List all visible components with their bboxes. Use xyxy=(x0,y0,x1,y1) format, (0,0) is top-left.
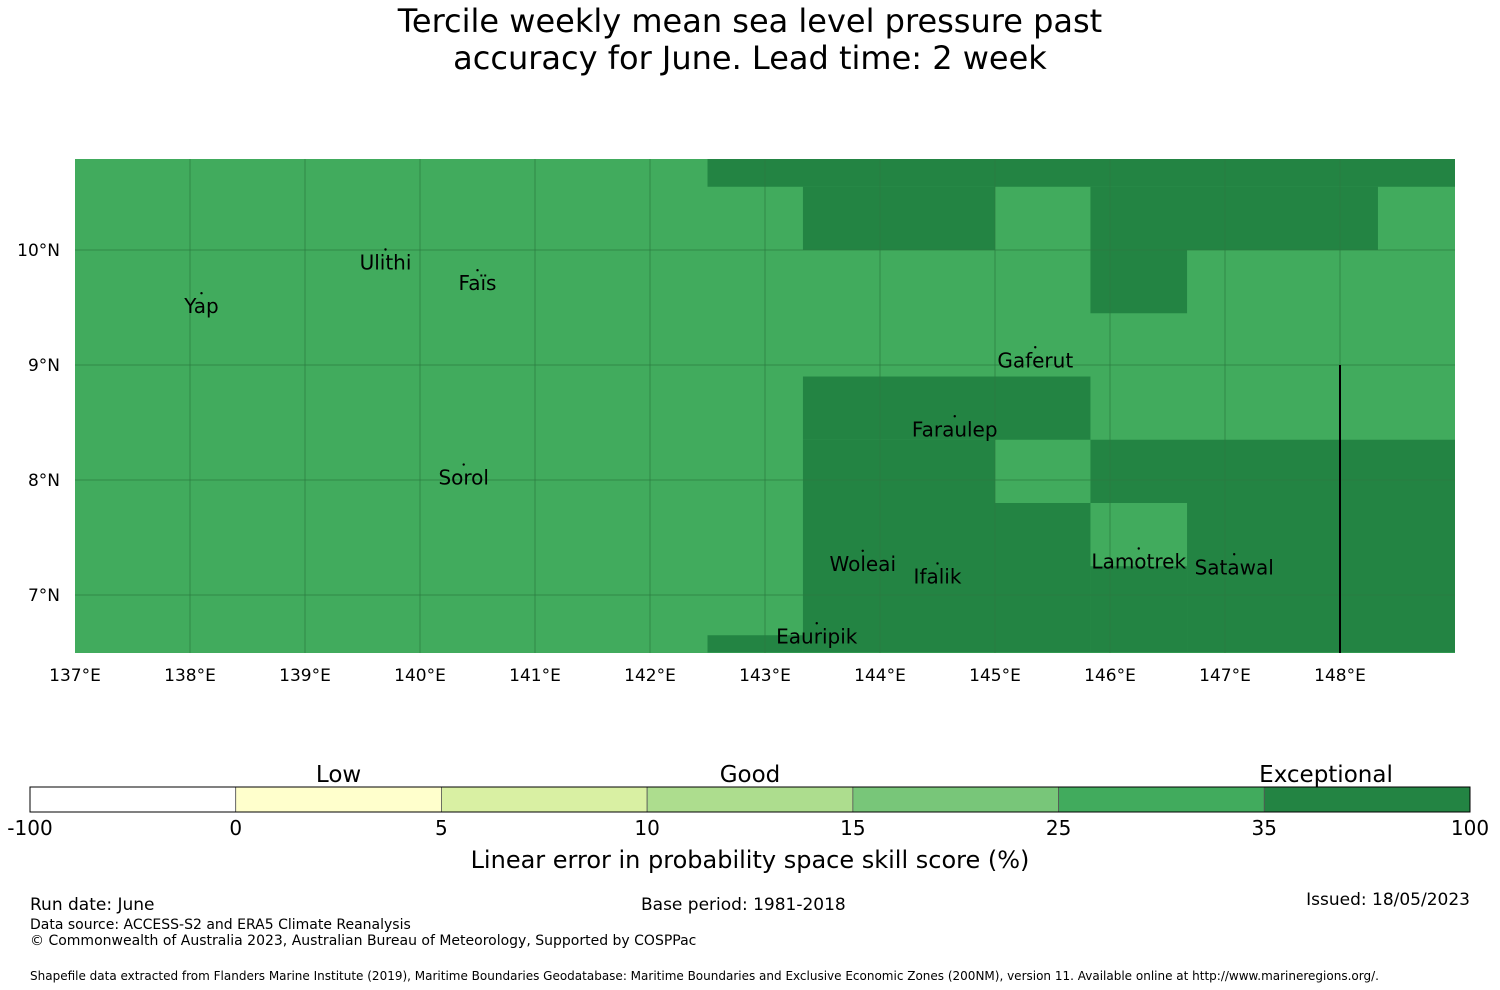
colorbar-bin xyxy=(1058,786,1265,813)
island-marker xyxy=(936,562,939,565)
colorbar-legend: -100 0 5 10 15 25 35 100 Low Good Exceptional Linea… xyxy=(7,762,1489,874)
shapefile-credit: Shapefile data extracted from Flanders M… xyxy=(30,969,1379,983)
exceptional-cell xyxy=(995,503,1091,653)
place-label: Ifalik xyxy=(914,564,962,588)
colorbar-bin xyxy=(1263,786,1471,813)
longitude-tick-label: 142°E xyxy=(624,666,676,686)
base-period: Base period: 1981-2018 xyxy=(641,895,846,915)
colorbar-bin xyxy=(235,786,442,813)
colorbar-tick-label: 15 xyxy=(840,816,865,840)
island-marker xyxy=(476,269,479,272)
island-marker xyxy=(1034,346,1037,349)
longitude-tick-label: 148°E xyxy=(1314,666,1366,686)
colorbar-tick-label: -100 xyxy=(7,816,52,840)
exceptional-cell xyxy=(802,376,1091,440)
island-marker xyxy=(1137,547,1140,550)
place-label: Woleai xyxy=(829,552,896,576)
colorbar-tick-label: 25 xyxy=(1046,816,1071,840)
island-marker xyxy=(861,549,864,552)
colorbar-frame xyxy=(29,786,1471,813)
island-marker xyxy=(1233,553,1236,556)
copyright: © Commonwealth of Australia 2023, Austra… xyxy=(30,933,697,949)
colorbar-category-label: Exceptional xyxy=(1259,762,1393,788)
data-source: Data source: ACCESS-S2 and ERA5 Climate … xyxy=(30,917,411,933)
exceptional-cell xyxy=(707,635,803,653)
map-title-line-2: accuracy for June. Lead time: 2 week xyxy=(453,39,1047,77)
skill-map: 137°E 138°E 139°E 140°E 141°E 142°E 143°E 144°E… xyxy=(17,159,1455,686)
latitude-tick-label: 8°N xyxy=(28,471,60,491)
colorbar-bin xyxy=(646,786,854,813)
longitude-tick-label: 141°E xyxy=(509,666,561,686)
exceptional-cell xyxy=(802,439,995,653)
map-title-line-1: Tercile weekly mean sea level pressure p… xyxy=(397,2,1103,40)
place-label: Sorol xyxy=(438,466,489,490)
colorbar-tick-label: 100 xyxy=(1451,816,1489,840)
exceptional-cell xyxy=(1090,439,1455,503)
place-label: Satawal xyxy=(1195,555,1274,579)
colorbar-category-label: Good xyxy=(720,762,781,788)
longitude-tick-label: 138°E xyxy=(164,666,216,686)
longitude-tick-label: 140°E xyxy=(394,666,446,686)
colorbar-tick-label: 5 xyxy=(435,816,448,840)
place-label: Faïs xyxy=(459,271,497,295)
colorbar-bin xyxy=(441,786,648,813)
colorbar-tick-label: 35 xyxy=(1252,816,1277,840)
latitude-tick-label: 9°N xyxy=(28,356,60,376)
issued-date: Issued: 18/05/2023 xyxy=(1306,890,1470,910)
exceptional-cell xyxy=(1187,503,1455,653)
place-label: Ulithi xyxy=(360,251,412,275)
island-marker xyxy=(815,622,818,625)
exceptional-cell xyxy=(802,186,995,250)
colorbar-tick-label: 0 xyxy=(229,816,242,840)
colorbar-bin xyxy=(852,786,1059,813)
latitude-tick-label: 7°N xyxy=(28,586,60,606)
island-marker xyxy=(953,415,956,418)
island-marker xyxy=(384,248,387,251)
longitude-tick-label: 143°E xyxy=(739,666,791,686)
place-label: Yap xyxy=(183,294,218,318)
longitude-tick-label: 145°E xyxy=(969,666,1021,686)
colorbar-category-label: Low xyxy=(316,762,361,788)
longitude-tick-label: 144°E xyxy=(854,666,906,686)
run-date: Run date: June xyxy=(30,895,155,915)
place-label: Lamotrek xyxy=(1091,550,1186,574)
place-label: Faraulep xyxy=(912,417,998,441)
exceptional-cell xyxy=(1090,186,1378,250)
colorbar-bin xyxy=(29,786,237,813)
place-label: Gaferut xyxy=(997,348,1073,372)
colorbar-tick-label: 10 xyxy=(634,816,659,840)
latitude-tick-label: 10°N xyxy=(17,241,60,261)
longitude-tick-label: 146°E xyxy=(1084,666,1136,686)
place-label: Eauripik xyxy=(776,624,858,648)
island-marker xyxy=(462,463,465,466)
longitude-tick-label: 147°E xyxy=(1199,666,1251,686)
exceptional-cell xyxy=(707,159,1455,187)
colorbar-axis-label: Linear error in probability space skill … xyxy=(471,846,1030,874)
exceptional-cell xyxy=(1090,250,1188,314)
longitude-tick-label: 137°E xyxy=(49,666,101,686)
longitude-tick-label: 139°E xyxy=(279,666,331,686)
island-marker xyxy=(200,292,203,295)
exceptional-cell xyxy=(1090,566,1188,653)
